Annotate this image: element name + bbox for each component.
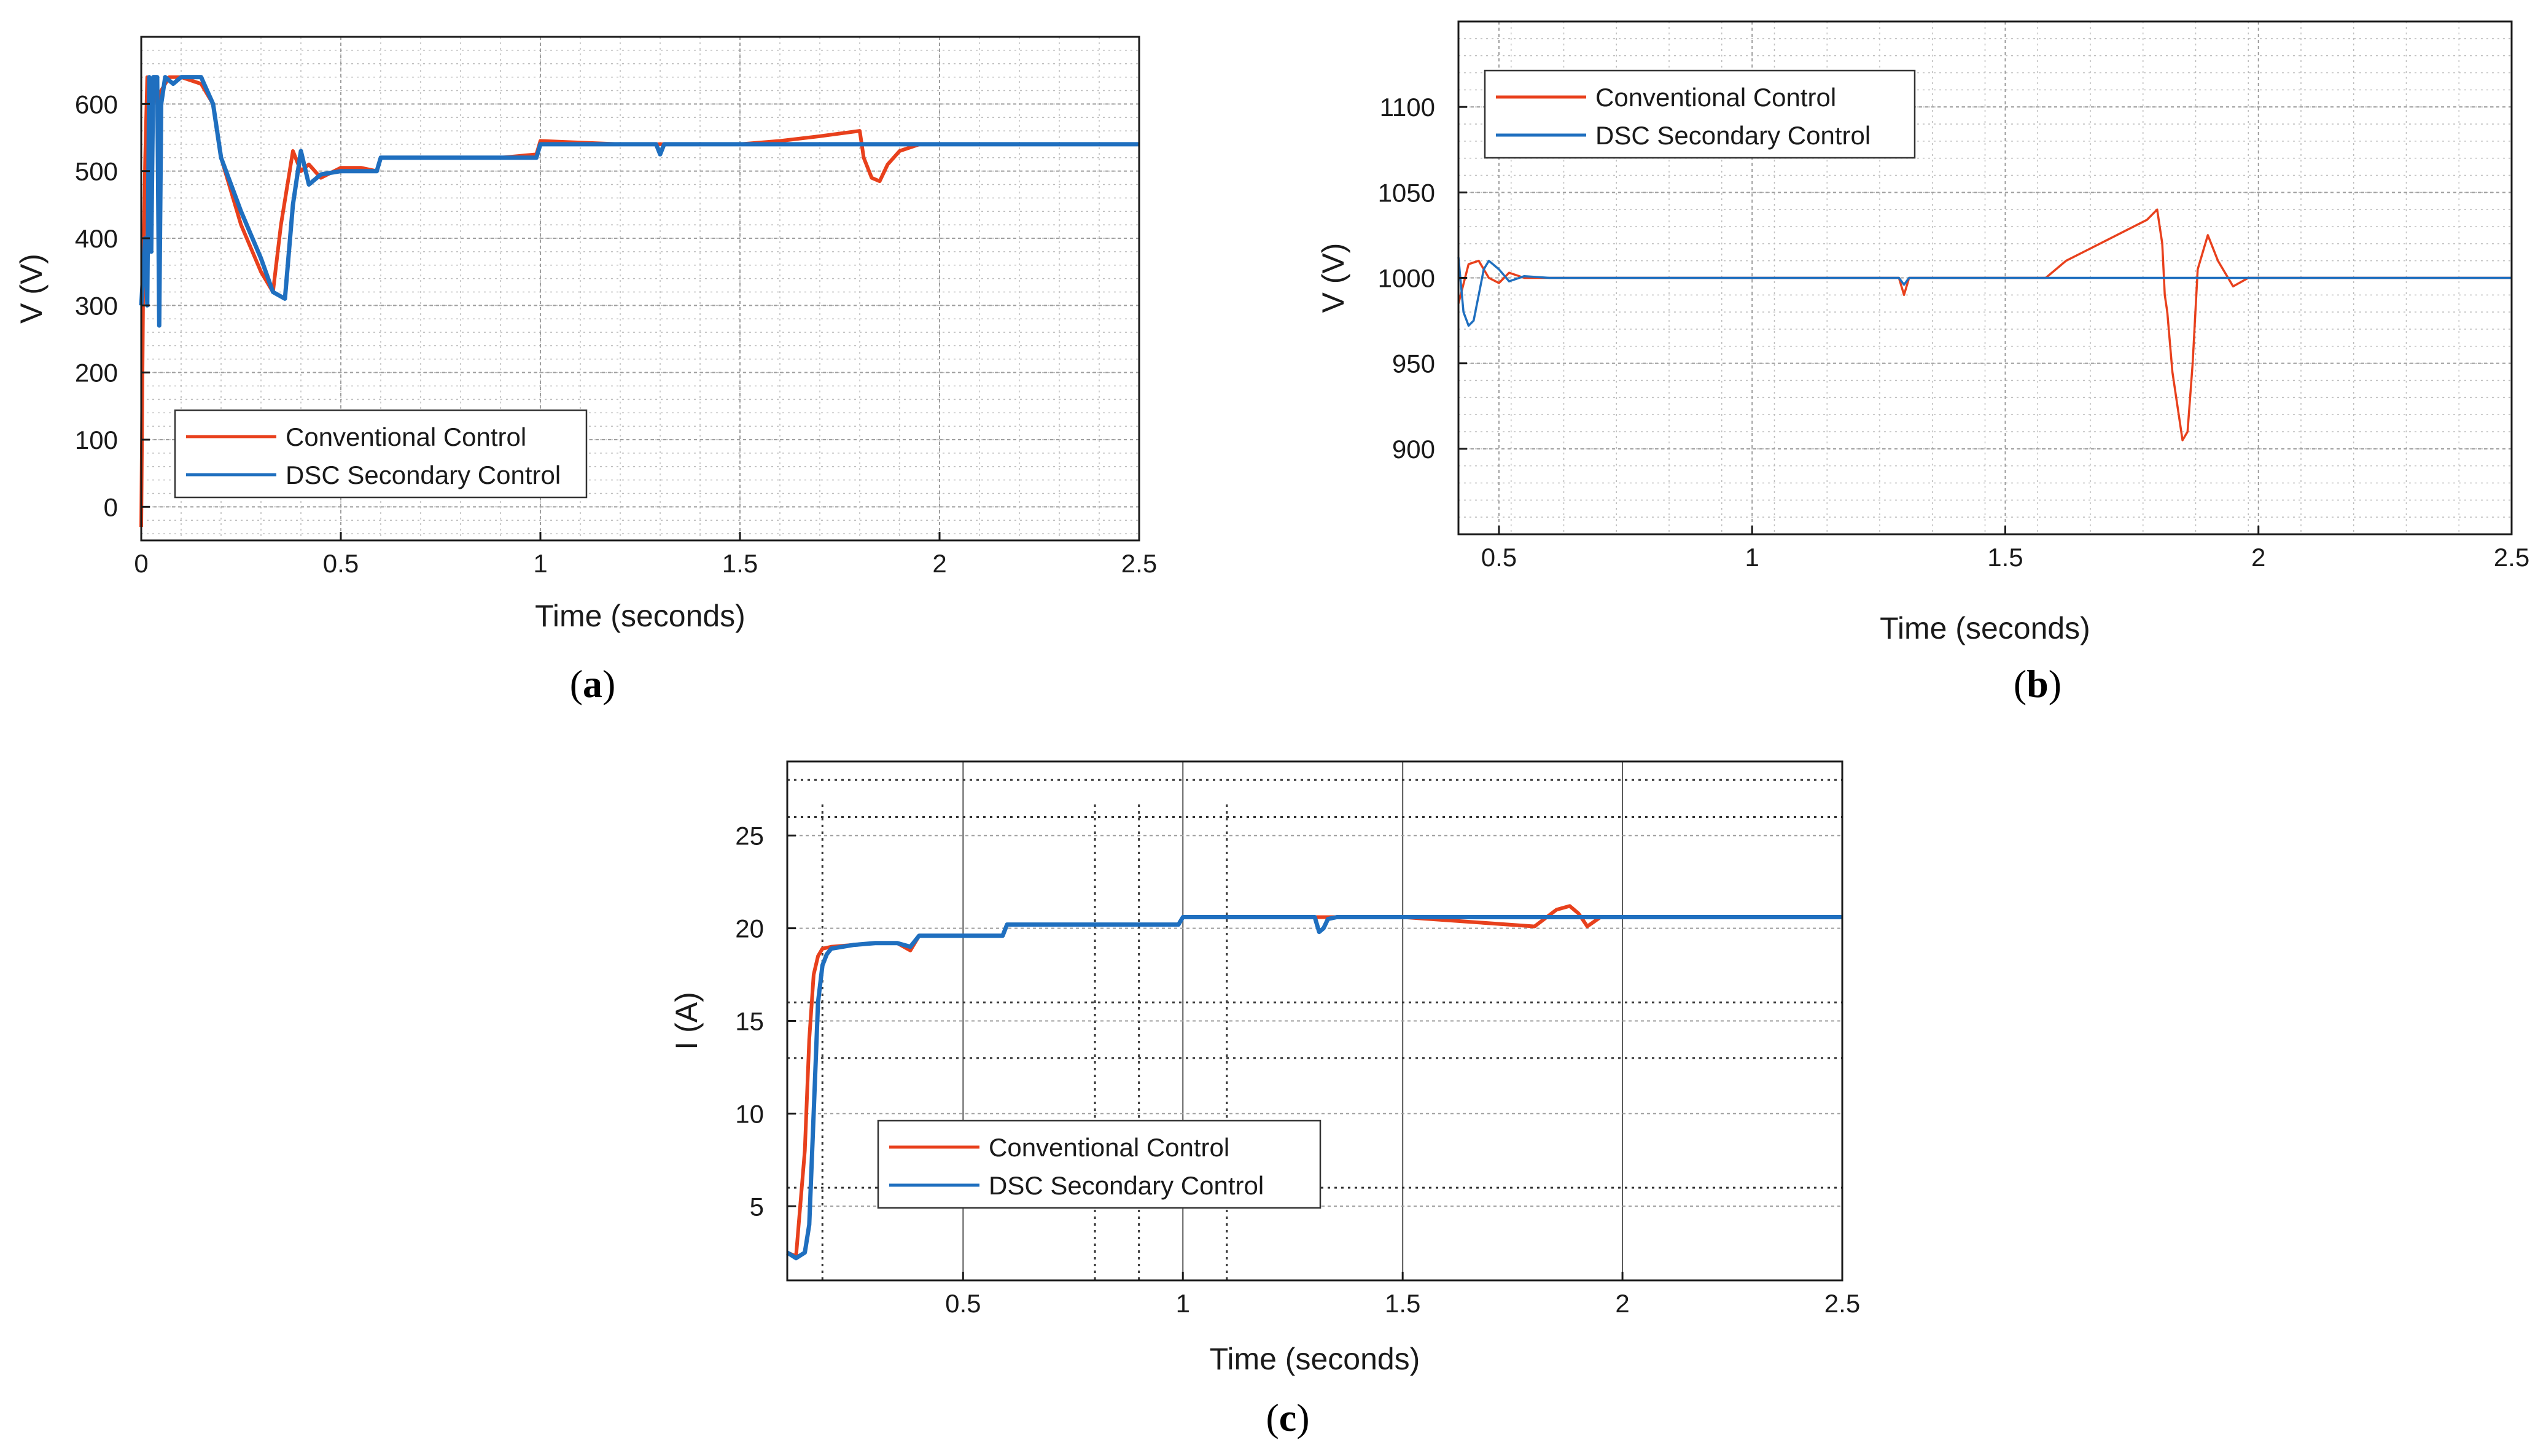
panel-caption: (b) [2014,662,2061,706]
y-axis-label: V (V) [14,254,49,324]
y-tick-label: 20 [735,914,764,943]
series-line-conventional [1457,208,2512,442]
y-tick-label: 15 [735,1007,764,1036]
x-tick-label: 2 [2251,543,2265,572]
y-tick-label: 100 [75,426,118,454]
y-tick-label: 400 [75,224,118,253]
y-tick-label: 0 [104,492,118,521]
y-tick-label: 1100 [1380,93,1435,122]
legend-box [174,409,588,499]
x-axis-label: Time (seconds) [1210,1342,1420,1376]
x-tick-label: 0.5 [323,549,359,578]
chart-a: 0 0.5 1 1.5 2 2.5 0 100 200 300 400 500 600 Time (sec… [14,36,1157,706]
x-tick-label: 2 [932,549,946,578]
y-tick-label: 1000 [1378,264,1435,293]
legend: Conventional Control DSC Secondary Contro… [877,1119,1322,1209]
series-line-dsc [786,915,1842,1261]
x-tick-label: 0.5 [945,1289,981,1318]
x-axis-label: Time (seconds) [535,599,746,633]
legend: Conventional Control DSC Secondary Contro… [174,409,588,499]
y-tick-label: 25 [735,822,764,851]
y-tick-label: 600 [75,90,118,119]
legend: Conventional Control DSC Secondary Contro… [1484,69,1916,159]
x-tick-label: 1.5 [1385,1289,1420,1318]
x-tick-label: 1 [533,549,547,578]
legend-box [877,1119,1322,1209]
panel-caption: (c) [1266,1396,1309,1439]
y-axis-label: I (A) [669,992,704,1049]
legend-label-conventional: Conventional Control [1595,83,1836,112]
x-tick-label: 2.5 [1824,1289,1860,1318]
y-tick-label: 5 [750,1192,764,1221]
x-tick-label: 0 [134,549,148,578]
y-axis-label: V (V) [1316,243,1350,313]
y-tick-label: 300 [75,291,118,320]
series-line-dsc [1457,257,2512,327]
chart-c: 0.5 1 1.5 2 2.5 5 10 15 20 25 Time (seconds) I (A) C… [669,760,1860,1439]
x-axis-label: Time (seconds) [1880,611,2090,645]
y-tick-label: 1050 [1378,178,1435,207]
panel-caption: (a) [570,662,616,706]
series-line-dsc [139,75,1139,328]
legend-label-dsc: DSC Secondary Control [1595,121,1871,150]
axes-frame [140,36,1140,542]
x-tick-label: 1 [1176,1289,1190,1318]
y-tick-label: 950 [1392,349,1435,378]
y-tick-label: 500 [75,157,118,186]
y-tick-label: 10 [735,1099,764,1128]
legend-label-dsc: DSC Secondary Control [989,1171,1264,1200]
legend-label-dsc: DSC Secondary Control [286,461,561,489]
legend-label-conventional: Conventional Control [989,1133,1229,1162]
x-tick-label: 1.5 [1987,543,2023,572]
x-tick-label: 2.5 [1121,549,1157,578]
x-tick-label: 0.5 [1481,543,1517,572]
y-tick-label: 900 [1392,435,1435,464]
x-tick-label: 2.5 [2494,543,2529,572]
legend-label-conventional: Conventional Control [286,422,526,451]
x-tick-label: 1 [1745,543,1759,572]
y-tick-label: 200 [75,359,118,387]
x-tick-label: 2 [1615,1289,1629,1318]
legend-box [1484,69,1916,159]
x-tick-label: 1.5 [722,549,758,578]
chart-b: 0.5 1 1.5 2 2.5 900 950 1000 1050 1100 Time (secon… [1316,20,2529,706]
